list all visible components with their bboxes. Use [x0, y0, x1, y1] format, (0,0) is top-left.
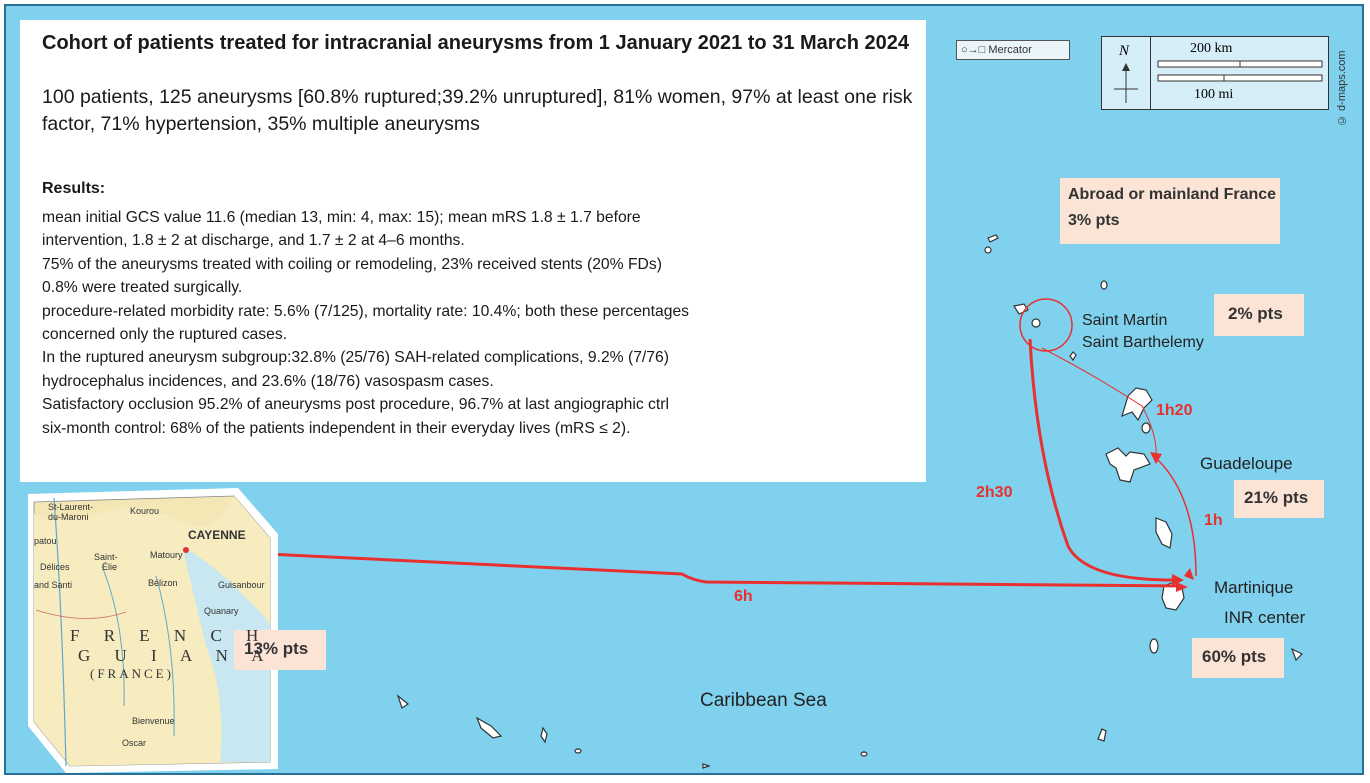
- guadeloupe-percent: 21% pts: [1244, 488, 1309, 507]
- route-label-1h20: 1h20: [1156, 402, 1193, 419]
- island-dominica: [1155, 517, 1173, 549]
- scale-mi: 100 mi: [1194, 87, 1234, 102]
- inset-town: du-Maroni: [48, 512, 89, 522]
- results-line: procedure-related morbidity rate: 5.6% (…: [42, 302, 690, 320]
- results-line: intervention, 1.8 ± 2 at discharge, and …: [42, 232, 465, 250]
- inset-town: Kourou: [130, 506, 160, 516]
- island-st-lucia: [1149, 638, 1159, 654]
- island-st-martin: [1031, 318, 1041, 328]
- north-arrow: N: [1102, 37, 1151, 109]
- inset-town: Bélizon: [148, 578, 178, 588]
- inr-center-label: INR center: [1224, 608, 1306, 627]
- inset-town: Délices: [40, 562, 70, 572]
- inset-town: Saint-: [94, 552, 118, 562]
- inset-town: patou: [34, 536, 57, 546]
- island-bonaire: [540, 726, 548, 744]
- island-small-4: [860, 751, 868, 757]
- stmartin-percent: 2% pts: [1228, 304, 1283, 323]
- projection-label: ○→□ Mercator: [956, 40, 1070, 60]
- arrow-martinique-2: [1176, 582, 1188, 592]
- compass-icon: [1114, 63, 1138, 103]
- inset-town: St-Laurent-: [48, 502, 94, 512]
- results-line: concerned only the ruptured cases.: [42, 326, 288, 344]
- arrow-martinique-3: [1184, 568, 1194, 580]
- martinique-pill: 60% pts: [1192, 638, 1284, 678]
- island-anguilla: [987, 234, 999, 243]
- island-curacao: [475, 716, 503, 739]
- abroad-label: Abroad or mainland France: [1068, 186, 1277, 203]
- abroad-pill: Abroad or mainland France 3% pts: [1060, 178, 1280, 244]
- st-martin-ring: [1019, 298, 1073, 352]
- inset-city-cayenne: CAYENNE: [188, 528, 246, 542]
- abroad-percent: 3% pts: [1068, 212, 1120, 229]
- route-stmartin-guadeloupe: [1041, 347, 1157, 459]
- inset-town: Bienvenue: [132, 716, 175, 726]
- inset-town: Guisanbour: [218, 580, 265, 590]
- route-stmartin-martinique: [1028, 338, 1179, 582]
- scale-km: 200 km: [1190, 41, 1233, 56]
- route-label-2h30: 2h30: [976, 484, 1013, 501]
- guiana-inset: [28, 488, 278, 773]
- inset-town: Quanary: [204, 606, 239, 616]
- sea-label: Caribbean Sea: [700, 690, 827, 711]
- island-small-1: [984, 246, 992, 254]
- inset-country-line1: F R E N C H: [70, 626, 269, 645]
- cohort-summary: 100 patients, 125 aneurysms [60.8% ruptu…: [42, 86, 913, 135]
- map-canvas: [28, 234, 1304, 773]
- results-line: Satisfactory occlusion 95.2% of aneurysm…: [42, 396, 669, 414]
- guiana-pill: 13% pts: [234, 630, 326, 670]
- martinique-percent: 60% pts: [1202, 647, 1267, 666]
- scale-bars: [1157, 60, 1323, 82]
- island-guadeloupe: [1105, 447, 1151, 483]
- island-aruba: [396, 694, 410, 709]
- stmartin-pill: 2% pts: [1214, 294, 1304, 336]
- arrow-guadeloupe: [1150, 452, 1162, 464]
- inset-town: Oscar: [122, 738, 147, 748]
- island-small-5: [702, 763, 711, 769]
- inset-town: Matoury: [150, 550, 183, 560]
- island-montserrat: [1141, 422, 1151, 434]
- projection-text: Mercator: [988, 44, 1032, 56]
- route-label-1h: 1h: [1204, 512, 1223, 529]
- guadeloupe-pill: 21% pts: [1234, 480, 1324, 518]
- results-line: 0.8% were treated surgically.: [42, 279, 243, 297]
- scale-box: N 200 km 100 mi: [1101, 36, 1329, 110]
- inset-town: and Santi: [34, 580, 73, 590]
- results-list: mean initial GCS value 11.6 (median 13, …: [42, 206, 922, 440]
- island-grenadines: [1097, 728, 1107, 742]
- guiana-percent: 13% pts: [244, 639, 309, 658]
- cohort-title: Cohort of patients treated for intracran…: [42, 32, 909, 54]
- island-antigua: [1121, 387, 1153, 422]
- results-line: six-month control: 68% of the patients i…: [42, 419, 631, 437]
- island-st-vincent: [1290, 647, 1304, 662]
- martinique-label: Martinique: [1214, 578, 1294, 597]
- island-small-3: [574, 748, 582, 754]
- results-line: mean initial GCS value 11.6 (median 13, …: [42, 209, 641, 226]
- island-st-barth: [1069, 351, 1077, 362]
- results-line: hydrocephalus incidences, and 23.6% (18/…: [42, 372, 494, 390]
- stbarth-label: Saint Barthelemy: [1082, 334, 1204, 351]
- arrow-martinique-1: [1172, 574, 1184, 586]
- stmartin-label: Saint Martin: [1082, 312, 1168, 329]
- route-cayenne-martinique: [183, 548, 1183, 588]
- inset-country-line3: (FRANCE): [90, 666, 174, 681]
- route-guadeloupe-martinique: [1155, 457, 1197, 577]
- cohort-info-panel: Cohort of patients treated for intracran…: [20, 20, 926, 482]
- route-label-6h: 6h: [734, 588, 753, 605]
- guadeloupe-label: Guadeloupe: [1200, 454, 1293, 473]
- results-heading: Results:: [42, 180, 106, 197]
- north-letter: N: [1119, 43, 1130, 59]
- island-small-2: [1100, 280, 1108, 290]
- map-credit: © d-maps.com: [1336, 50, 1348, 126]
- results-line: 75% of the aneurysms treated with coilin…: [42, 255, 662, 273]
- route-lines: [183, 298, 1197, 588]
- inset-town: Élie: [102, 562, 118, 572]
- inset-country-line2: G U I A N A: [78, 646, 274, 665]
- map-frame: Cohort of patients treated for intracran…: [4, 4, 1364, 775]
- results-line: In the ruptured aneurysm subgroup:32.8% …: [42, 349, 669, 367]
